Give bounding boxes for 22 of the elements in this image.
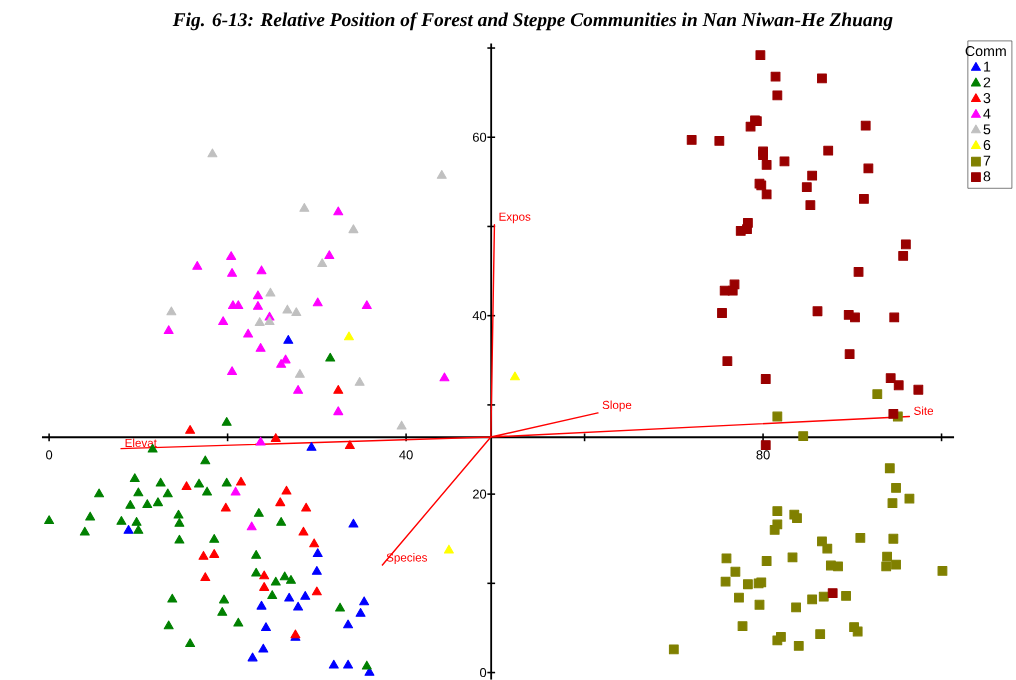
legend-label: 4 [983,108,991,119]
legend-label: 8 [983,171,991,182]
legend-label: 5 [983,124,991,135]
y-tick-label: 0 [480,668,487,678]
x-tick-label: 40 [399,450,413,460]
y-tick-label: 60 [472,132,487,142]
annotation: Site [914,406,934,416]
annotation: Elevat [125,438,157,448]
legend-label: 6 [983,140,991,151]
x-tick-label: 80 [756,450,770,460]
legend-label: 3 [983,93,991,104]
legend-label: 7 [983,155,991,166]
annotation: Slope [602,400,632,412]
annotation: Expos [499,212,531,224]
y-tick-label: 40 [472,311,487,321]
legend-title: Comm [965,46,1006,57]
legend-label: 2 [983,77,991,88]
chart-title: Fig. 6-13: Relative Position of Forest and Steppe Communities in Nan Niwan-He Zhuang [172,12,893,31]
y-tick-label: 20 [472,489,487,499]
annotation: Species [386,553,428,565]
legend-label: 1 [984,61,991,72]
x-tick-label: 0 [46,450,53,460]
